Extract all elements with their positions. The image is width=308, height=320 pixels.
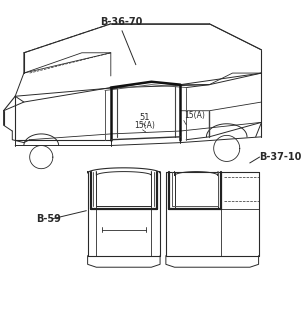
Text: B-37-10: B-37-10 bbox=[259, 152, 302, 162]
Text: 51: 51 bbox=[139, 113, 150, 122]
Text: B-59: B-59 bbox=[36, 213, 61, 224]
Text: 15(A): 15(A) bbox=[135, 121, 156, 130]
Text: 15(A): 15(A) bbox=[185, 111, 205, 120]
Text: B-36-70: B-36-70 bbox=[100, 17, 142, 27]
